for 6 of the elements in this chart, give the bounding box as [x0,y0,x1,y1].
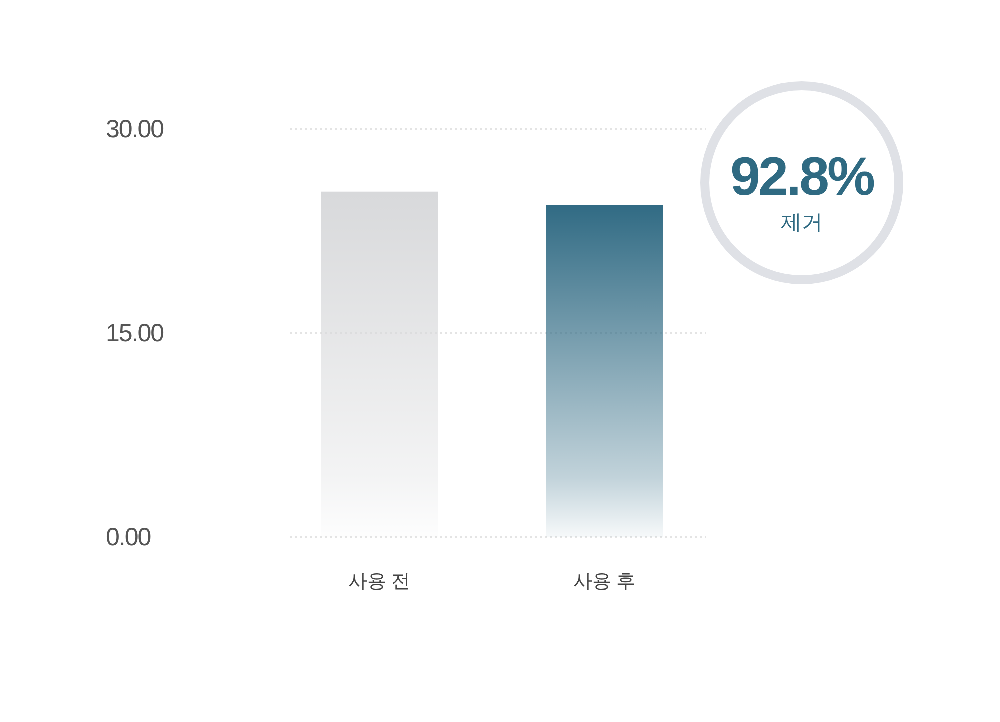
y-tick-label: 30.00 [106,115,164,144]
y-tick-label: 15.00 [106,319,164,348]
annotations: 92.8% 제거 [730,147,874,234]
x-tick-label: 사용 후 [573,572,636,592]
y-tick-label: 0.00 [106,523,151,552]
x-tick-label: 사용 전 [348,572,411,592]
